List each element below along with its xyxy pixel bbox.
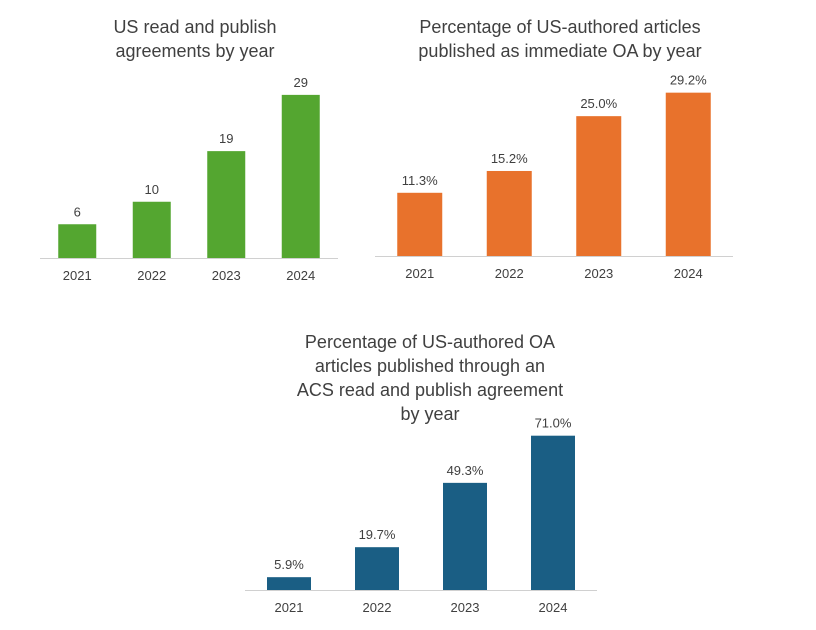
chart-3-data-label: 49.3% — [447, 463, 484, 478]
chart-1-data-label: 6 — [74, 204, 81, 219]
chart-2-x-tick: 2024 — [674, 266, 703, 281]
chart-2-title: Percentage of US-authored articles publi… — [380, 15, 740, 63]
chart-3-x-tick: 2022 — [363, 600, 392, 615]
chart-2-bar-2021 — [397, 192, 443, 256]
chart-2-title-line: published as immediate OA by year — [418, 41, 702, 61]
chart-3-data-label: 5.9% — [274, 557, 304, 572]
chart-1-x-tick: 2022 — [137, 268, 166, 283]
chart-2-data-label: 11.3% — [402, 173, 438, 188]
chart-1-data-label: 19 — [219, 131, 233, 146]
chart-3-data-label: 19.7% — [359, 527, 396, 542]
chart-1-title: US read and publish agreements by year — [60, 15, 330, 63]
chart-2-x-tick: 2023 — [584, 266, 613, 281]
chart-3-data-label: 71.0% — [535, 416, 572, 431]
chart-2-data-label: 15.2% — [491, 151, 528, 166]
chart-2-bar-2022 — [486, 170, 532, 256]
chart-2-title-line: Percentage of US-authored articles — [419, 17, 701, 37]
chart-3-title-line: ACS read and publish agreement — [296, 380, 564, 400]
chart-2-x-tick: 2021 — [405, 266, 434, 281]
chart-3-title-line: by year — [400, 404, 460, 424]
chart-3-bar-2022 — [355, 547, 399, 590]
chart-1-x-tick: 2023 — [212, 268, 241, 283]
chart-3-bar-2024 — [531, 435, 575, 590]
chart-1-bar-2024 — [281, 94, 320, 258]
chart-3-x-tick: 2021 — [275, 600, 304, 615]
chart-2-bar-2024 — [665, 92, 711, 256]
chart-1-x-tick: 2024 — [286, 268, 315, 283]
chart-1-title-line: agreements by year — [115, 41, 275, 61]
chart-1-x-tick: 2021 — [63, 268, 92, 283]
chart-1-data-label: 10 — [145, 182, 159, 197]
chart-3-bar-2023 — [443, 482, 487, 590]
chart-3-bar-2021 — [267, 577, 311, 590]
chart-3-x-tick: 2024 — [539, 600, 568, 615]
chart-1-data-label: 29 — [294, 75, 308, 90]
chart-3-title-line: Percentage of US-authored OA — [304, 332, 556, 352]
chart-1-title-line: US read and publish — [113, 17, 277, 37]
chart-1-bar-2022 — [132, 201, 171, 258]
chart-1-bar-2023 — [207, 151, 246, 258]
chart-3-x-tick: 2023 — [451, 600, 480, 615]
chart-3-title-line: articles published through an — [314, 356, 546, 376]
chart-3-title: Percentage of US-authored OA articles pu… — [260, 330, 600, 426]
chart-2-data-label: 25.0% — [580, 96, 617, 111]
chart-2-bar-2023 — [576, 116, 622, 256]
chart-2-data-label: 29.2% — [670, 73, 707, 88]
chart-2-x-tick: 2022 — [495, 266, 524, 281]
chart-1-bar-2021 — [58, 224, 97, 258]
